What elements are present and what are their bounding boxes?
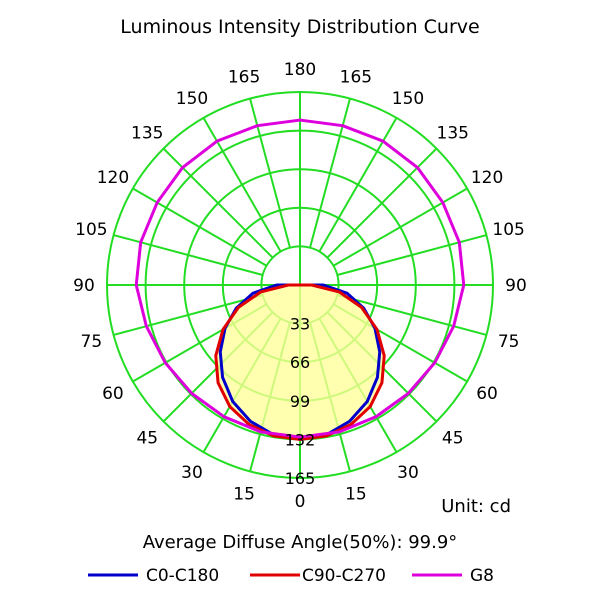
radial-tick-label: 33 — [290, 315, 310, 334]
average-angle-label: Average Diffuse Angle(50%): 99.9° — [143, 532, 458, 553]
series-line-g8 — [134, 118, 466, 439]
polar-grid-spoke — [249, 98, 291, 248]
legend-item: C0-C180 — [88, 566, 219, 586]
polar-grid-spoke — [113, 234, 263, 276]
angle-label: 135 — [131, 123, 163, 143]
polar-grid-spoke — [132, 187, 268, 267]
angle-label: 75 — [81, 332, 103, 352]
legend-label: G8 — [470, 566, 494, 586]
radial-tick-label: 99 — [290, 392, 310, 411]
angle-label: 60 — [102, 384, 124, 404]
fill-layer — [215, 285, 385, 440]
radial-tick-label: 66 — [290, 353, 310, 372]
polar-grid-spoke — [113, 294, 263, 336]
polar-grid-spoke — [162, 147, 274, 259]
angle-label: 150 — [176, 89, 208, 109]
angle-label: 165 — [340, 67, 372, 87]
angle-label: 75 — [498, 332, 520, 352]
polar-grid-spoke — [309, 98, 351, 248]
ring-label-layer: 33 66 99 132 165 — [285, 315, 316, 488]
angle-label: 0 — [295, 492, 306, 512]
legend-item: C90-C270 — [250, 566, 386, 586]
angle-label: 105 — [75, 220, 107, 240]
polar-grid-spoke — [202, 117, 282, 253]
legend-item: G8 — [412, 566, 494, 586]
angle-label: 90 — [73, 276, 95, 296]
radial-tick-label: 165 — [285, 469, 316, 488]
angle-label: 120 — [97, 168, 129, 188]
radial-tick-label: 132 — [285, 430, 316, 449]
chart-title: Luminous Intensity Distribution Curve — [120, 16, 479, 38]
legend-label: C90-C270 — [302, 566, 386, 586]
distribution-fill — [215, 285, 385, 440]
angle-label-layer: 0 15 15 30 30 45 45 60 60 75 75 90 90 105 105 120 120 135… — [73, 60, 527, 512]
polar-grid-spoke — [326, 147, 438, 259]
legend: C0-C180 C90-C270 G8 — [88, 566, 494, 586]
angle-label: 45 — [136, 429, 158, 449]
legend-label: C0-C180 — [146, 566, 219, 586]
angle-label: 180 — [284, 60, 316, 80]
angle-label: 105 — [492, 220, 524, 240]
angle-label: 135 — [437, 123, 469, 143]
angle-label: 45 — [442, 429, 464, 449]
angle-label: 120 — [471, 168, 503, 188]
angle-label: 90 — [505, 276, 527, 296]
polar-grid-spoke — [332, 187, 468, 267]
angle-label: 150 — [392, 89, 424, 109]
polar-grid-spoke — [337, 294, 487, 336]
series-line-c90-c270 — [214, 283, 386, 441]
polar-grid-spoke — [337, 234, 487, 276]
angle-label: 30 — [181, 463, 203, 483]
polar-grid-spoke — [318, 117, 398, 253]
angle-label: 165 — [228, 67, 260, 87]
angle-label: 60 — [476, 384, 498, 404]
angle-label: 30 — [397, 463, 419, 483]
series-layer — [134, 118, 466, 441]
angle-label: 15 — [233, 485, 255, 505]
angle-label: 15 — [345, 485, 367, 505]
unit-label: Unit: cd — [441, 496, 511, 517]
